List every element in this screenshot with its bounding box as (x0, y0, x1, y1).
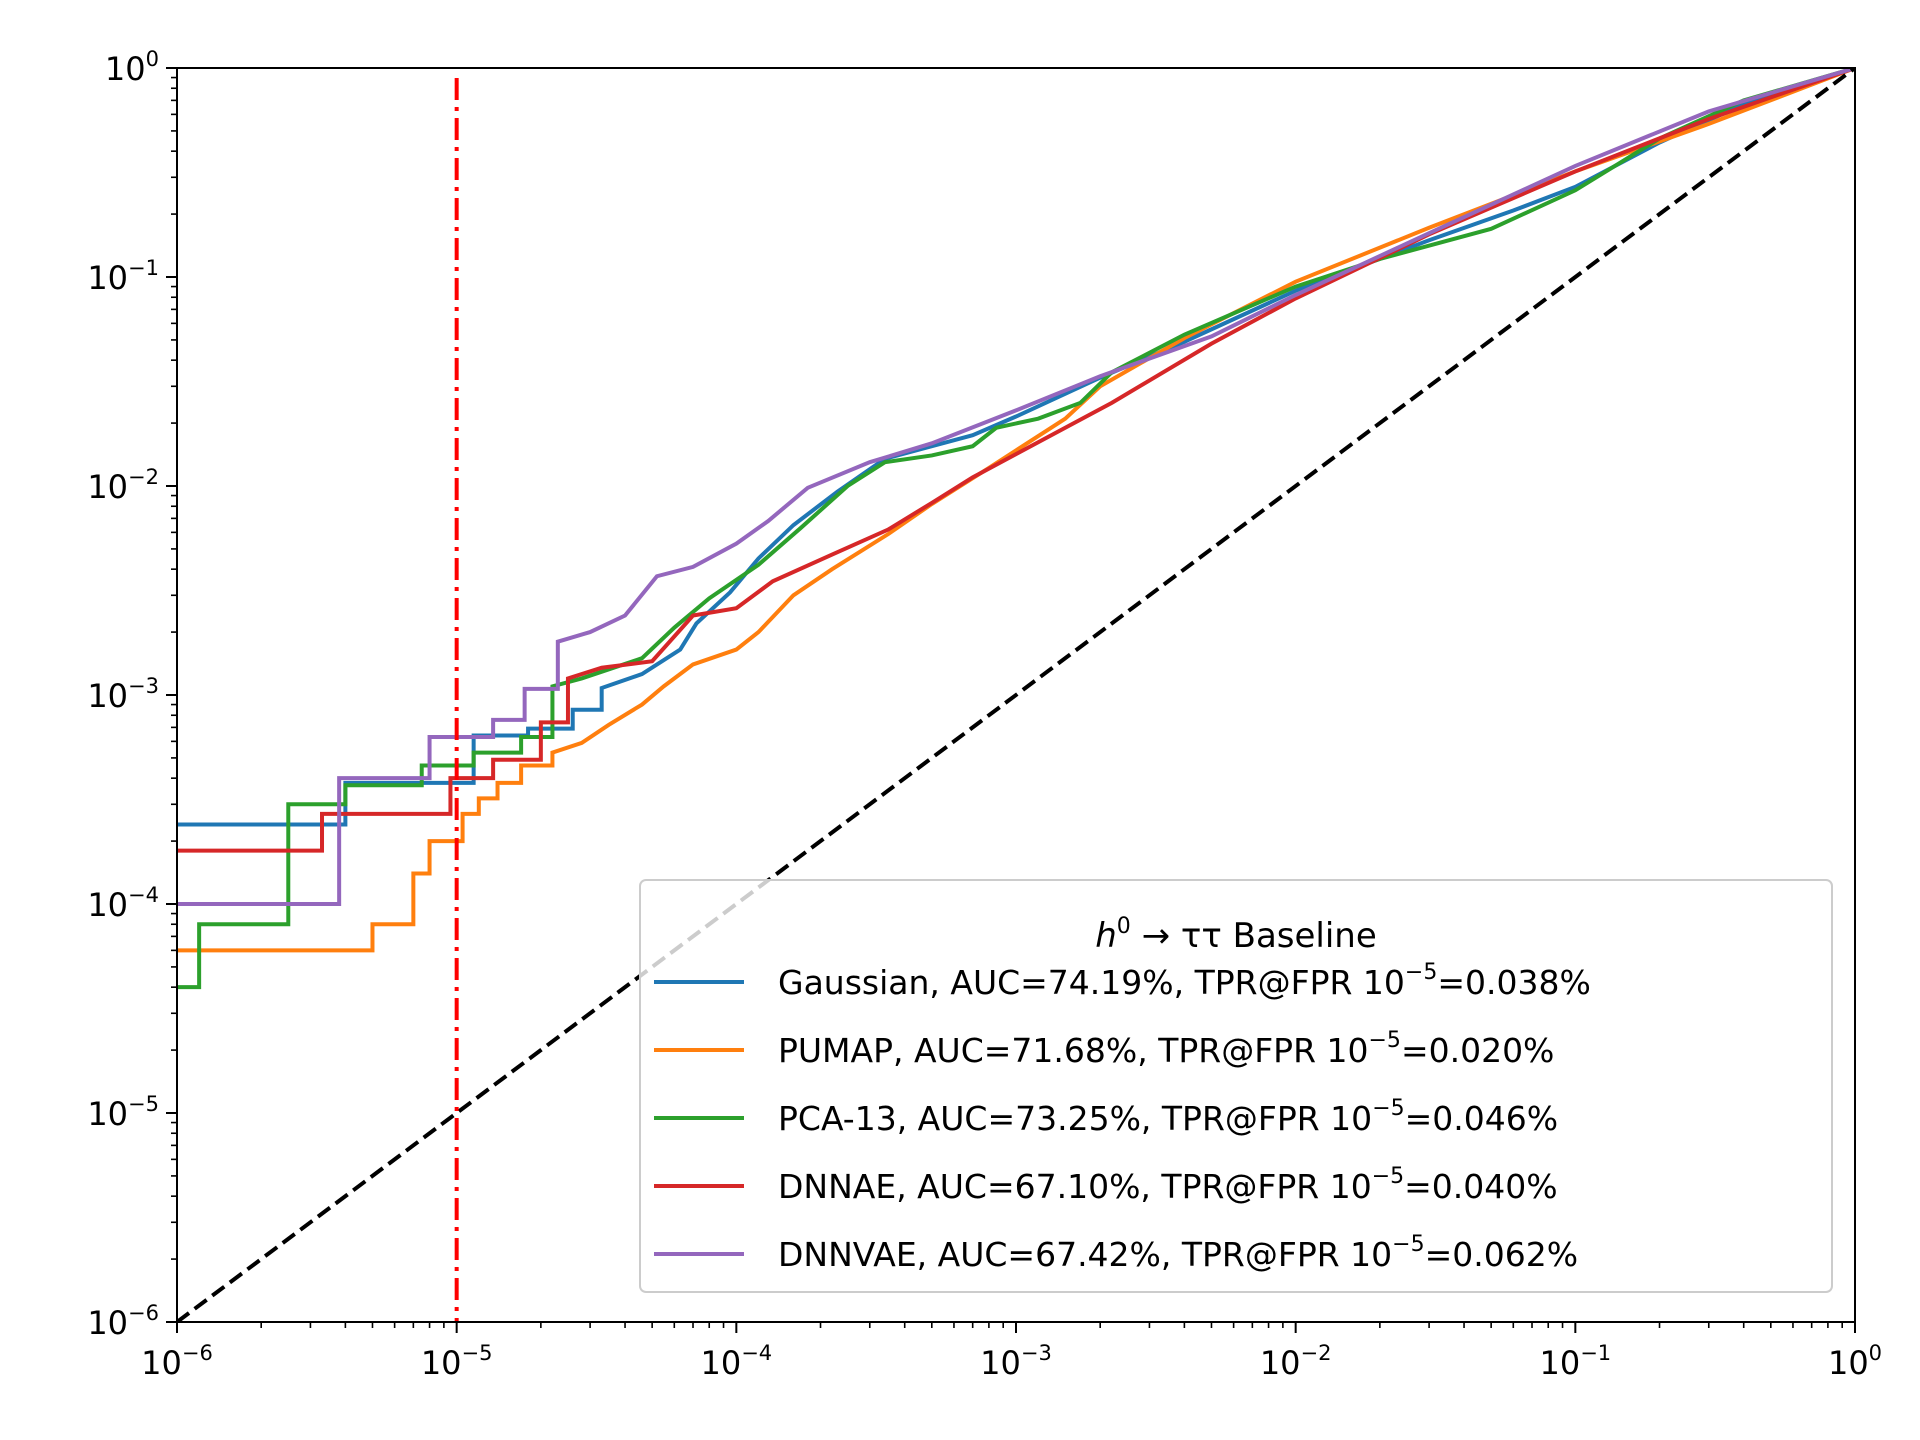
legend-title: h0 → ττ Baseline (1095, 914, 1377, 956)
legend-entry-label: PUMAP, AUC=71.68%, TPR@FPR 10−5=0.020% (778, 1028, 1554, 1070)
x-tick-label: 100 (1828, 1341, 1882, 1382)
reference-layer (177, 68, 1855, 1322)
random-guess-diagonal (177, 68, 1855, 1322)
y-tick-label: 10−3 (87, 674, 159, 715)
series-line-0 (177, 68, 1855, 827)
x-tick-label: 10−3 (980, 1341, 1052, 1382)
y-tick-label: 10−5 (87, 1092, 159, 1133)
series-line-2 (177, 68, 1855, 990)
legend-entry-label: PCA-13, AUC=73.25%, TPR@FPR 10−5=0.046% (778, 1096, 1558, 1138)
y-tick-label: 10−6 (87, 1301, 159, 1342)
series-line-1 (177, 68, 1855, 953)
series-line-3 (177, 68, 1855, 853)
y-tick-label: 100 (105, 47, 159, 88)
legend-box (639, 879, 1833, 1293)
axes-layer: 10−6 10−5 10−4 10−3 10−2 10−1 100 10−6 10−5 10−4 1… (87, 47, 1882, 1382)
y-tick-label: 10−4 (87, 883, 159, 924)
x-tick-label: 10−5 (421, 1341, 493, 1382)
x-tick-label: 10−1 (1539, 1341, 1611, 1382)
y-tick-label: 10−1 (87, 256, 159, 297)
y-tick-label: 10−2 (87, 465, 159, 506)
legend-entry-label: DNNAE, AUC=67.10%, TPR@FPR 10−5=0.040% (778, 1164, 1558, 1206)
series-layer (177, 68, 1855, 990)
legend-entry-label: Gaussian, AUC=74.19%, TPR@FPR 10−5=0.038… (778, 960, 1591, 1002)
x-tick-label: 10−6 (141, 1341, 213, 1382)
legend-entry-label: DNNVAE, AUC=67.42%, TPR@FPR 10−5=0.062% (778, 1232, 1578, 1274)
x-tick-label: 10−2 (1260, 1341, 1332, 1382)
x-tick-label: 10−4 (700, 1341, 772, 1382)
series-line-4 (177, 68, 1855, 906)
